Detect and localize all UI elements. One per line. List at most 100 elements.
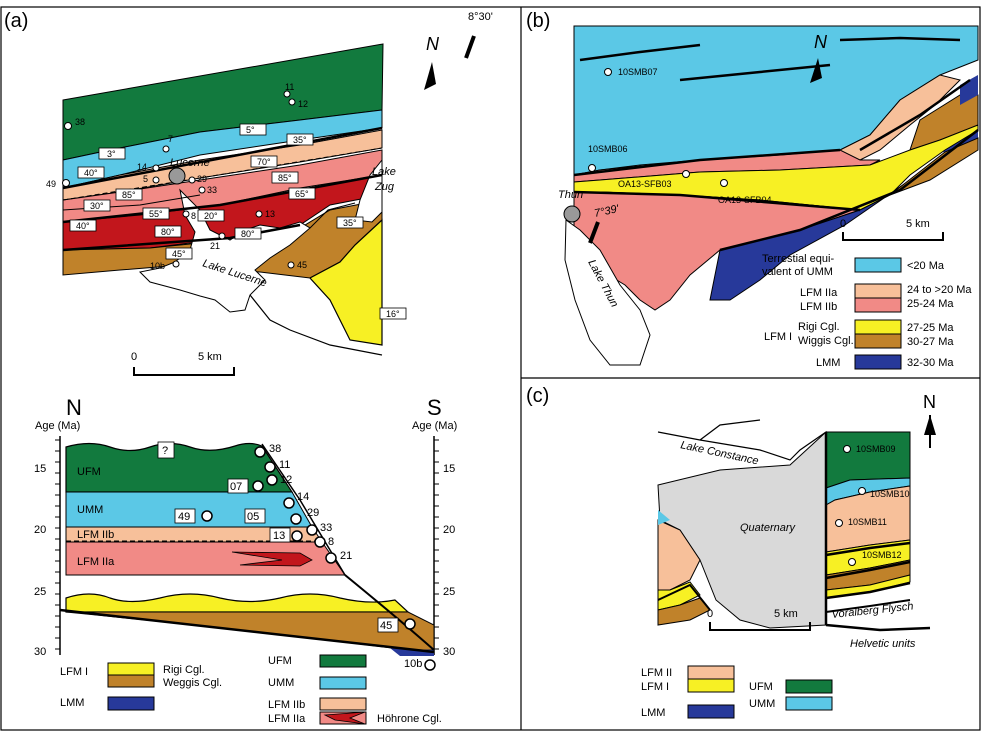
- svg-text:Age (Ma): Age (Ma): [35, 420, 80, 432]
- svg-text:33: 33: [320, 522, 332, 534]
- svg-text:07: 07: [230, 481, 242, 493]
- svg-text:80°: 80°: [241, 229, 255, 239]
- svg-text:49: 49: [46, 179, 56, 189]
- svg-text:<20 Ma: <20 Ma: [907, 260, 945, 272]
- svg-text:LFM IIa: LFM IIa: [800, 287, 838, 299]
- svg-text:Höhrone Cgl.: Höhrone Cgl.: [377, 713, 442, 725]
- samples-a: 38 11 12 7 14 5 49 29 33 8 13 21 10b 45: [46, 82, 308, 271]
- north-arrow-icon: N: [424, 34, 440, 90]
- svg-text:80°: 80°: [161, 227, 175, 237]
- scale-bar-a: 0 5 km: [131, 351, 235, 376]
- svg-text:29: 29: [307, 507, 319, 519]
- svg-text:UFM: UFM: [77, 466, 101, 478]
- svg-text:24 to >20 Ma: 24 to >20 Ma: [907, 284, 972, 296]
- svg-text:Quaternary: Quaternary: [740, 522, 797, 534]
- svg-text:49: 49: [178, 511, 190, 523]
- svg-text:LMM: LMM: [816, 357, 840, 369]
- svg-text:Zug: Zug: [374, 181, 395, 193]
- svg-text:5 km: 5 km: [774, 608, 798, 620]
- svg-text:0: 0: [707, 608, 713, 620]
- svg-text:14: 14: [137, 162, 147, 172]
- svg-text:5: 5: [143, 174, 148, 184]
- svg-text:Thun: Thun: [558, 189, 583, 201]
- svg-text:5 km: 5 km: [198, 351, 222, 363]
- panel-b-map: (b) N Thun: [526, 10, 979, 370]
- svg-text:N: N: [923, 392, 936, 412]
- svg-text:38: 38: [269, 443, 281, 455]
- panel-a-map: (a) N 8°30' Lu: [4, 10, 493, 376]
- svg-text:UFM: UFM: [268, 655, 292, 667]
- svg-text:0: 0: [131, 351, 137, 363]
- svg-text:10SMB12: 10SMB12: [862, 550, 902, 560]
- svg-text:LMM: LMM: [60, 697, 84, 709]
- svg-text:13: 13: [265, 209, 275, 219]
- svg-text:LMM: LMM: [641, 707, 665, 719]
- svg-text:N: N: [66, 395, 82, 420]
- svg-text:70°: 70°: [257, 157, 271, 167]
- lucerne-label: Lucerne: [170, 157, 210, 169]
- svg-text:Weggis Cgl.: Weggis Cgl.: [163, 677, 222, 689]
- dip-symbols-a: 5° 3° 35° 40° 70° 85° 85° 65° 30° 55° 20…: [69, 123, 407, 320]
- svg-text:40°: 40°: [84, 168, 98, 178]
- legend-b: Terrestial equi- valent of UMM <20 Ma LF…: [762, 253, 972, 370]
- svg-text:LFM IIb: LFM IIb: [77, 529, 114, 541]
- svg-text:LFM IIa: LFM IIa: [268, 713, 306, 725]
- svg-text:?: ?: [162, 445, 168, 457]
- svg-text:8: 8: [191, 211, 196, 221]
- svg-text:10SMB06: 10SMB06: [588, 144, 628, 154]
- panel-c-map: (c) Lake Constance Quaternary Voralberg …: [526, 385, 936, 719]
- svg-text:35°: 35°: [343, 218, 357, 228]
- svg-text:LFM I: LFM I: [641, 681, 669, 693]
- svg-text:33: 33: [207, 185, 217, 195]
- svg-text:5 km: 5 km: [906, 218, 930, 230]
- svg-text:LFM IIb: LFM IIb: [800, 301, 837, 313]
- svg-text:14: 14: [297, 491, 309, 503]
- svg-text:UMM: UMM: [77, 504, 103, 516]
- svg-text:45: 45: [297, 260, 307, 270]
- svg-text:(b): (b): [526, 10, 550, 32]
- svg-text:N: N: [426, 34, 440, 54]
- north-arrow-icon: N: [810, 32, 828, 83]
- svg-text:OA13-SFB03: OA13-SFB03: [618, 179, 672, 189]
- svg-text:valent of UMM: valent of UMM: [762, 266, 833, 278]
- svg-text:21: 21: [210, 241, 220, 251]
- svg-text:(c): (c): [526, 385, 549, 407]
- svg-text:85°: 85°: [122, 190, 136, 200]
- svg-text:UMM: UMM: [749, 698, 775, 710]
- svg-text:11: 11: [285, 82, 294, 92]
- svg-text:40°: 40°: [76, 221, 90, 231]
- svg-text:38: 38: [75, 117, 85, 127]
- svg-text:Rigi Cgl.: Rigi Cgl.: [163, 664, 205, 676]
- svg-text:Lake: Lake: [372, 166, 396, 178]
- svg-text:20: 20: [443, 524, 455, 536]
- svg-text:20: 20: [34, 524, 46, 536]
- svg-text:10b: 10b: [150, 261, 165, 271]
- svg-text:32-30 Ma: 32-30 Ma: [907, 357, 954, 369]
- svg-text:7°39': 7°39': [593, 203, 621, 220]
- svg-text:8: 8: [328, 536, 334, 548]
- svg-text:30: 30: [443, 646, 455, 658]
- svg-text:85°: 85°: [278, 173, 292, 183]
- svg-text:21: 21: [340, 550, 352, 562]
- svg-text:10SMB11: 10SMB11: [848, 517, 887, 527]
- legend-a: LFM I Rigi Cgl. Weggis Cgl. LMM UFM UMM …: [60, 654, 442, 725]
- svg-text:45°: 45°: [172, 249, 186, 259]
- svg-text:UFM: UFM: [749, 681, 773, 693]
- svg-text:30: 30: [34, 646, 46, 658]
- svg-text:13: 13: [273, 530, 285, 542]
- svg-text:27-25 Ma: 27-25 Ma: [907, 322, 954, 334]
- svg-text:Terrestial equi-: Terrestial equi-: [762, 253, 834, 265]
- svg-text:10SMB07: 10SMB07: [618, 67, 658, 77]
- svg-text:25: 25: [443, 586, 455, 598]
- svg-text:12: 12: [280, 474, 292, 486]
- svg-text:05: 05: [247, 511, 259, 523]
- svg-text:Rigi Cgl.: Rigi Cgl.: [798, 321, 840, 333]
- svg-text:16°: 16°: [386, 309, 400, 319]
- svg-text:LFM IIb: LFM IIb: [268, 699, 305, 711]
- svg-text:10SMB10: 10SMB10: [870, 489, 910, 499]
- svg-text:15: 15: [34, 463, 46, 475]
- age-profile: N S Age (Ma) Age (Ma) 15 20 25 30 15 20: [34, 395, 457, 671]
- svg-text:S: S: [427, 395, 442, 420]
- svg-text:5°: 5°: [246, 125, 255, 135]
